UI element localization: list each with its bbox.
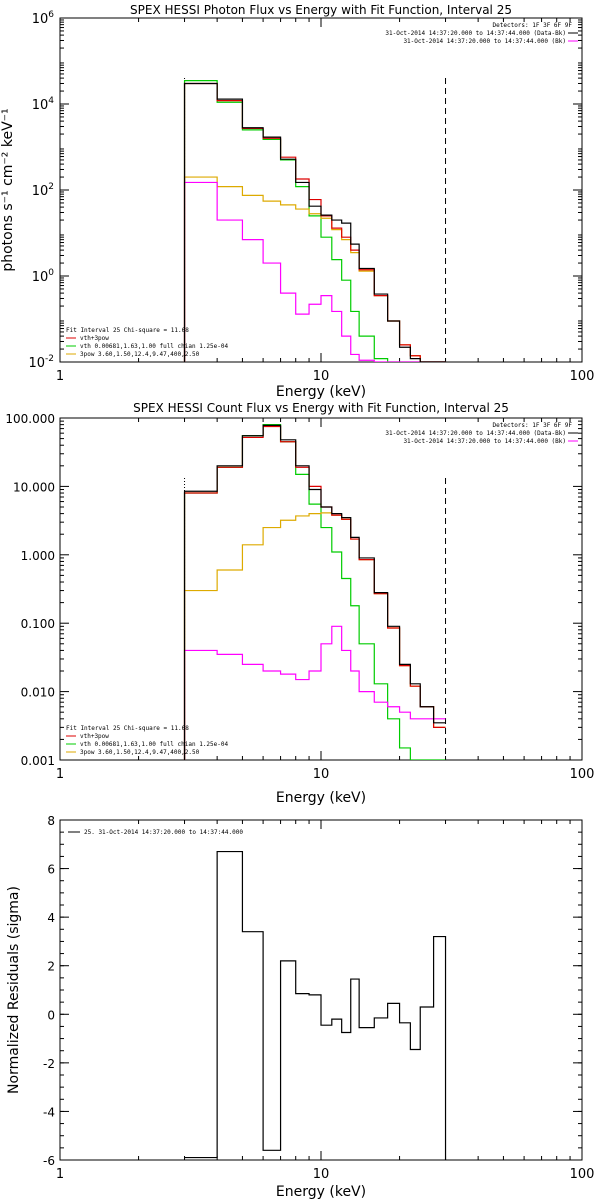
series-data-line bbox=[184, 850, 447, 1160]
legend-header: Detectors: 1F 3F 6F 9F bbox=[493, 422, 573, 429]
fit-legend-header: Fit Interval 25 Chi-square = 11.68 bbox=[66, 725, 189, 732]
y-tick-label: 10.000 bbox=[13, 480, 55, 494]
series-total-line bbox=[183, 82, 446, 362]
x-tick-label: 100 bbox=[570, 1167, 595, 1182]
y-tick-label: 1.000 bbox=[21, 549, 55, 563]
x-tick-label: 100 bbox=[570, 767, 595, 782]
series-bk-line bbox=[183, 625, 446, 760]
legend-header: Detectors: 1F 3F 6F 9F bbox=[493, 22, 573, 29]
series-bk-line bbox=[183, 181, 446, 362]
x-tick-label: 1 bbox=[56, 767, 64, 782]
x-tick-label: 100 bbox=[570, 369, 595, 384]
x-tick-label: 10 bbox=[313, 1167, 330, 1182]
legend-entry: 31-Oct-2014 14:37:20.000 to 14:37:44.000… bbox=[385, 430, 566, 437]
y-tick-label: 100.000 bbox=[5, 412, 55, 426]
legend-entry: 31-Oct-2014 14:37:20.000 to 14:37:44.000… bbox=[385, 30, 566, 37]
y-tick-exponent: 6 bbox=[48, 10, 54, 20]
plot-area bbox=[184, 850, 447, 1160]
photon-flux-panel: SPEX HESSI Photon Flux vs Energy with Fi… bbox=[0, 3, 594, 400]
y-tick-label: -6 bbox=[43, 1154, 55, 1168]
x-axis-label: Energy (keV) bbox=[276, 1184, 366, 1200]
series-vth-line bbox=[183, 80, 446, 362]
y-tick-exponent: -2 bbox=[45, 354, 54, 364]
chart-title: SPEX HESSI Count Flux vs Energy with Fit… bbox=[133, 401, 509, 415]
y-tick-base: 10 bbox=[32, 98, 49, 113]
y-tick-label: 8 bbox=[47, 814, 55, 828]
legend-entry: 31-Oct-2014 14:37:20.000 to 14:37:44.000… bbox=[403, 38, 566, 45]
y-tick-label: 102 bbox=[32, 182, 54, 199]
y-tick-label: 0.010 bbox=[21, 686, 55, 700]
y-axis-label: photons s⁻¹ cm⁻² keV⁻¹ bbox=[0, 108, 16, 271]
y-tick-label: 0 bbox=[47, 1008, 55, 1022]
y-tick-base: 10 bbox=[32, 184, 49, 199]
y-tick-label: 100 bbox=[32, 268, 55, 285]
y-tick-label: 4 bbox=[47, 911, 55, 925]
count-flux-panel: SPEX HESSI Count Flux vs Energy with Fit… bbox=[5, 401, 594, 806]
y-tick-label: 0.001 bbox=[21, 754, 55, 768]
y-tick-base: 10 bbox=[32, 12, 49, 27]
x-tick-label: 1 bbox=[56, 1167, 64, 1182]
y-tick-label: 6 bbox=[47, 863, 55, 877]
plot-area bbox=[183, 424, 446, 760]
x-axis-label: Energy (keV) bbox=[276, 790, 366, 806]
series-data-line bbox=[183, 82, 446, 362]
x-tick-label: 1 bbox=[56, 369, 64, 384]
plot-area bbox=[183, 80, 446, 362]
y-tick-label: 104 bbox=[32, 96, 55, 113]
y-tick-base: 10 bbox=[28, 356, 45, 371]
fit-legend-entry: vth+3pow bbox=[80, 733, 109, 740]
fit-legend-entry: vth 0.00681,1.63,1.00 full chian 1.25e-0… bbox=[80, 343, 228, 350]
x-tick-label: 10 bbox=[313, 369, 330, 384]
y-tick-label: 106 bbox=[32, 10, 55, 27]
y-tick-label: -4 bbox=[43, 1105, 55, 1119]
fit-legend-entry: 3pow 3.60,1.50,12.4,9.47,400,2.50 bbox=[80, 351, 200, 358]
y-tick-label: 2 bbox=[47, 960, 55, 974]
residuals-panel: Energy (keV) Normalized Residuals (sigma)… bbox=[6, 814, 594, 1200]
y-tick-exponent: 2 bbox=[48, 182, 54, 192]
legend-entry: 31-Oct-2014 14:37:20.000 to 14:37:44.000… bbox=[403, 438, 566, 445]
fit-legend-entry: vth 0.00681,1.63,1.00 full chian 1.25e-0… bbox=[80, 741, 228, 748]
series-data-line bbox=[183, 424, 446, 760]
y-tick-exponent: 4 bbox=[48, 96, 54, 106]
y-tick-base: 10 bbox=[32, 270, 49, 285]
x-tick-label: 10 bbox=[313, 767, 330, 782]
chart-title: SPEX HESSI Photon Flux vs Energy with Fi… bbox=[130, 3, 512, 17]
fit-legend-entry: 3pow 3.60,1.50,12.4,9.47,400,2.50 bbox=[80, 749, 200, 756]
y-tick-label: 10-2 bbox=[28, 354, 54, 371]
y-axis-label: Normalized Residuals (sigma) bbox=[6, 886, 22, 1094]
legend-entry: 25. 31-Oct-2014 14:37:20.000 to 14:37:44… bbox=[84, 829, 243, 836]
y-tick-exponent: 0 bbox=[48, 268, 54, 278]
fit-legend-entry: vth+3pow bbox=[80, 335, 109, 342]
y-tick-label: 0.100 bbox=[21, 617, 55, 631]
x-axis-label: Energy (keV) bbox=[276, 384, 366, 400]
fit-legend-header: Fit Interval 25 Chi-square = 11.68 bbox=[66, 327, 189, 334]
y-tick-label: -2 bbox=[43, 1057, 55, 1071]
